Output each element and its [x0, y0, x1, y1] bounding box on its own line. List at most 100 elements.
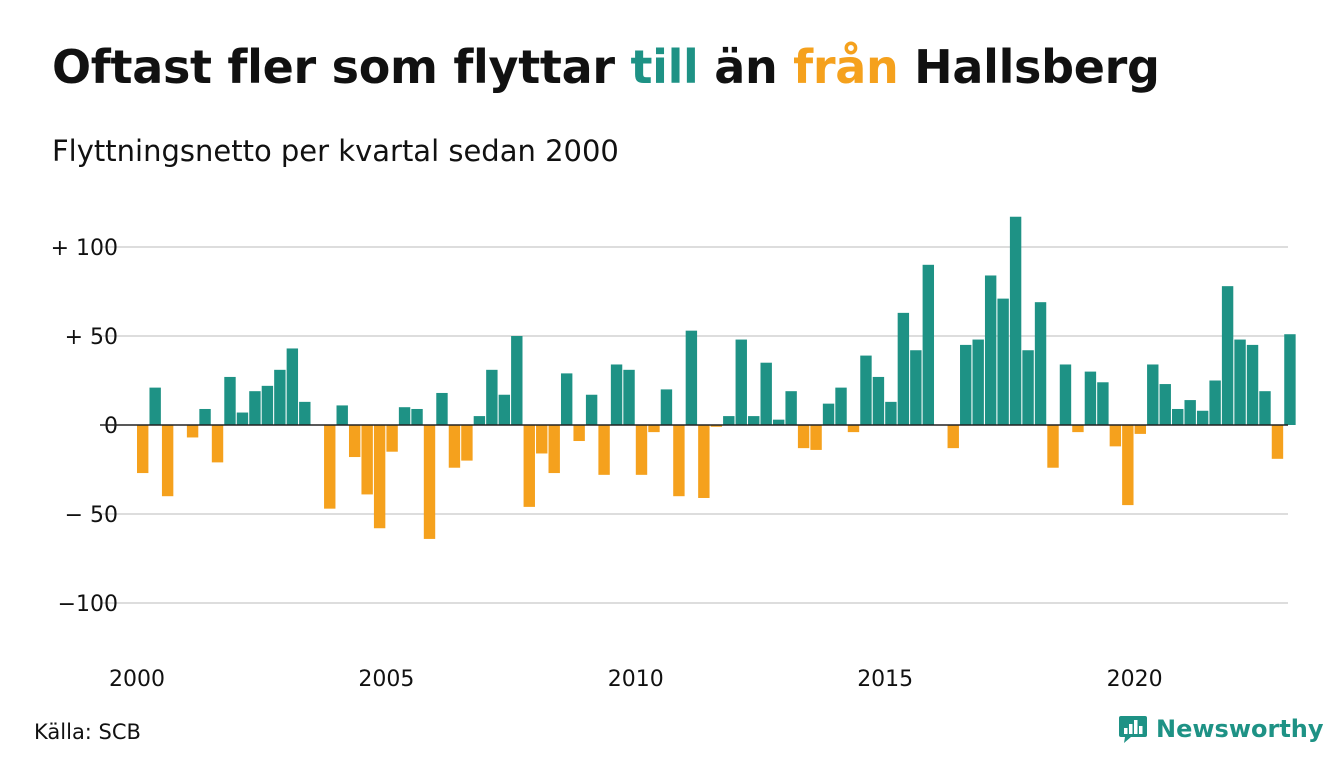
- bar: [511, 336, 523, 425]
- bar: [748, 416, 760, 425]
- x-tick-label: 2010: [608, 667, 664, 692]
- bar: [186, 425, 199, 438]
- brand-logo: Newsworthy: [1118, 714, 1324, 744]
- bar: [1072, 425, 1084, 433]
- x-tick-label: 2020: [1107, 667, 1163, 692]
- bar: [1109, 425, 1122, 447]
- chart-title: Oftast fler som flyttar till än från Hal…: [52, 40, 1160, 94]
- bar: [897, 312, 910, 425]
- y-tick-label: + 100: [51, 236, 118, 261]
- bar: [261, 385, 274, 425]
- bar: [461, 425, 473, 461]
- bar: [348, 425, 361, 458]
- bar: [249, 391, 261, 425]
- bar: [760, 362, 772, 425]
- bar: [685, 330, 698, 425]
- bar: [610, 364, 623, 425]
- bar: [972, 339, 984, 425]
- bar: [137, 425, 149, 474]
- bar: [598, 425, 610, 475]
- chart-subtitle: Flyttningsnetto per kvartal sedan 2000: [52, 134, 619, 168]
- bar: [199, 408, 211, 425]
- bar: [822, 403, 835, 425]
- bars: [137, 216, 1296, 539]
- bar: [560, 373, 573, 425]
- bar: [236, 412, 249, 425]
- bar: [448, 425, 461, 468]
- bar: [1034, 302, 1047, 425]
- bar: [847, 425, 860, 433]
- bar: [1221, 286, 1234, 425]
- bar: [373, 425, 386, 529]
- bar: [1009, 216, 1022, 425]
- bar: [498, 394, 511, 425]
- bar: [548, 425, 560, 474]
- bar: [723, 416, 735, 425]
- bar: [585, 394, 598, 425]
- bar: [1172, 408, 1184, 425]
- bar: [984, 275, 997, 425]
- x-tick-label: 2005: [358, 667, 414, 692]
- bar: [1284, 334, 1296, 425]
- bar: [1209, 380, 1221, 425]
- bar: [1084, 371, 1097, 425]
- bar: [860, 355, 872, 425]
- bar: [1159, 384, 1171, 425]
- bar: [635, 425, 648, 475]
- bar: [785, 391, 797, 425]
- bar: [1047, 425, 1059, 468]
- x-tick-label: 2000: [109, 667, 165, 692]
- bar: [336, 405, 348, 425]
- bar: [1271, 425, 1284, 459]
- bar: [1059, 364, 1072, 425]
- bar: [573, 425, 585, 442]
- bar: [648, 425, 660, 433]
- bar: [660, 389, 673, 425]
- bar: [947, 425, 959, 449]
- bar: [398, 407, 411, 425]
- bar: [1134, 425, 1146, 434]
- title-part-1: Oftast fler som flyttar: [52, 40, 631, 94]
- bar: [473, 416, 486, 425]
- bar: [149, 387, 161, 425]
- bar: [910, 350, 922, 425]
- bar: [623, 369, 635, 425]
- bar: [274, 369, 286, 425]
- bar: [211, 425, 224, 463]
- bar: [1147, 364, 1159, 425]
- bar: [1097, 382, 1109, 425]
- bar: [885, 401, 897, 425]
- title-positive-word: till: [630, 40, 699, 94]
- bar: [1234, 339, 1246, 425]
- bar: [735, 339, 747, 425]
- x-tick-label: 2015: [857, 667, 913, 692]
- title-negative-word: från: [793, 40, 899, 94]
- bar: [536, 425, 548, 454]
- bar: [423, 425, 436, 539]
- source-note: Källa: SCB: [34, 720, 141, 744]
- bar: [872, 376, 885, 425]
- bar: [224, 376, 236, 425]
- bar: [324, 425, 336, 509]
- bar: [997, 298, 1009, 425]
- bar: [436, 392, 448, 425]
- bar: [286, 348, 299, 425]
- bar: [523, 425, 535, 507]
- bar: [922, 264, 935, 425]
- bar: [486, 369, 498, 425]
- bar: [698, 425, 710, 498]
- bar: [710, 425, 723, 427]
- bar: [960, 344, 972, 425]
- newsworthy-logo-icon: [1119, 716, 1147, 743]
- y-tick-label: + 50: [65, 325, 118, 350]
- y-axis-ticks: + 100 + 50 0 − 50 −100: [51, 236, 118, 617]
- bar: [673, 425, 685, 497]
- bar: [299, 401, 311, 425]
- y-tick-label: −100: [58, 592, 118, 617]
- brand-name: Newsworthy: [1156, 715, 1324, 743]
- bar: [161, 425, 174, 497]
- y-tick-label: 0: [104, 414, 118, 439]
- title-part-3: Hallsberg: [898, 40, 1160, 94]
- bar: [835, 387, 847, 425]
